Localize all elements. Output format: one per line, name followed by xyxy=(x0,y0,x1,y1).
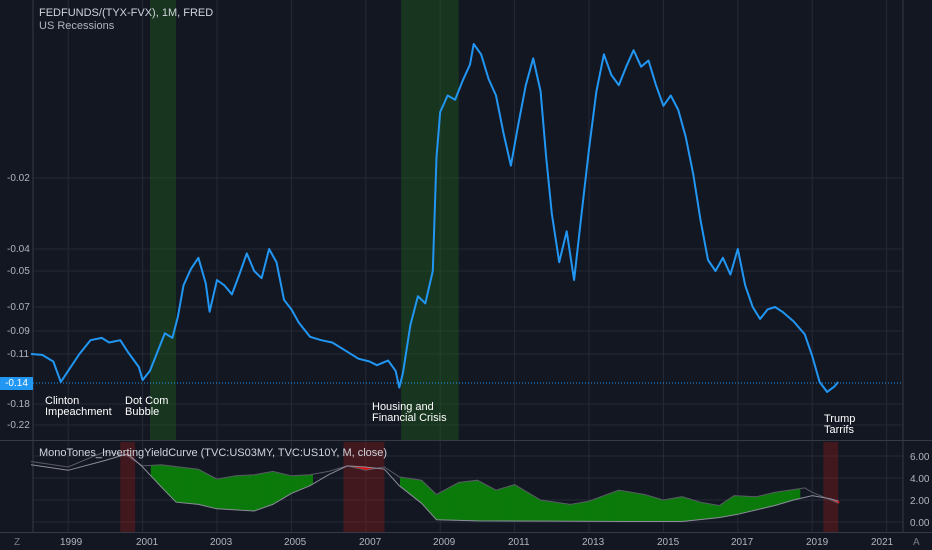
recession-band xyxy=(150,0,177,440)
y-axis-label: -0.07 xyxy=(7,302,30,313)
x-axis-label: 2017 xyxy=(731,537,754,548)
right-axis-label: 0.00 xyxy=(910,518,930,529)
recession-band-lower xyxy=(343,442,385,532)
annotation-dotcom: Dot Com Bubble xyxy=(125,396,168,418)
x-axis-label: 2005 xyxy=(284,537,307,548)
right-axis-label: 2.00 xyxy=(910,496,930,507)
recession-band-lower xyxy=(823,442,839,532)
auto-scale-toggle[interactable]: A xyxy=(913,537,920,548)
x-axis-label: 2001 xyxy=(136,537,159,548)
annotation-line: Trump xyxy=(824,413,856,425)
annotation-line: Bubble xyxy=(125,406,160,418)
y-axis-label: -0.11 xyxy=(7,349,30,360)
log-scale-toggle[interactable]: Z xyxy=(14,537,21,548)
x-axis-label: 2015 xyxy=(657,537,680,548)
series-line-main xyxy=(30,43,839,393)
annotation-line: Housing and xyxy=(372,401,434,413)
x-axis-label: 1999 xyxy=(60,537,83,548)
short-rate-line xyxy=(30,453,839,522)
annotation-line: Tarrifs xyxy=(824,424,854,436)
annotation-line: Clinton xyxy=(45,395,80,407)
current-value-badge: -0.14 xyxy=(0,377,33,390)
symbol-title[interactable]: FEDFUNDS/(TYX-FVX), 1M, FRED xyxy=(39,7,214,19)
recession-band-lower xyxy=(120,442,136,532)
x-axis-label: 2011 xyxy=(508,537,530,548)
y-axis-label: -0.18 xyxy=(7,399,30,410)
y-axis-label: -0.22 xyxy=(7,420,30,431)
y-axis-label: -0.05 xyxy=(7,266,30,277)
y-axis-label: -0.04 xyxy=(7,244,30,255)
right-axis-label: 4.00 xyxy=(910,474,930,485)
x-axis-label: 2009 xyxy=(433,537,456,548)
y-axis-label: -0.02 xyxy=(7,173,30,184)
recession-band xyxy=(401,0,459,440)
annotation-line: Impeachment xyxy=(45,406,112,418)
lower-panel-title[interactable]: MonoTones_InvertingYieldCurve (TVC:US03M… xyxy=(39,447,388,459)
x-axis-label: 2003 xyxy=(210,537,233,548)
y-axis-label: -0.09 xyxy=(7,326,30,337)
annotation-clinton: Clinton Impeachment xyxy=(45,396,112,418)
annotation-housing-crisis: Housing and Financial Crisis xyxy=(372,402,447,424)
x-axis-label: 2007 xyxy=(359,537,382,548)
x-axis-label: 2021 xyxy=(871,537,894,548)
right-axis-label: 6.00 xyxy=(910,452,930,463)
long-rate-line xyxy=(30,451,839,507)
recession-indicator-label[interactable]: US Recessions xyxy=(39,20,115,32)
annotation-line: Financial Crisis xyxy=(372,412,447,424)
annotation-trump-tariffs: Trump Tarrifs xyxy=(824,414,855,436)
annotation-line: Dot Com xyxy=(125,395,169,407)
x-axis-label: 2019 xyxy=(806,537,829,548)
x-axis-label: 2013 xyxy=(582,537,605,548)
